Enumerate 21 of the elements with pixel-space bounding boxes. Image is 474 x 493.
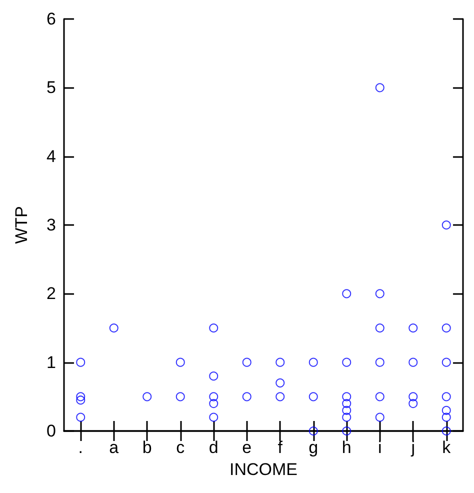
x-tick-label: j	[410, 438, 416, 457]
y-tick-label: 2	[46, 284, 56, 304]
x-tick-label: e	[242, 438, 252, 457]
x-tick-label: f	[278, 438, 283, 457]
x-tick-label: b	[142, 438, 152, 457]
x-tick-label: d	[208, 438, 218, 457]
x-tick-label: .	[78, 438, 83, 457]
x-tick-label: g	[308, 438, 318, 457]
x-tick-label: h	[342, 438, 352, 457]
y-tick-label: 1	[46, 352, 56, 372]
x-tick-label: i	[378, 438, 382, 457]
y-tick-label: 5	[46, 78, 56, 98]
y-tick-label: 6	[46, 10, 56, 28]
x-tick-label: c	[176, 438, 186, 457]
y-tick-label: 0	[46, 422, 56, 440]
x-axis-title: INCOME	[230, 460, 298, 479]
y-axis-title: WTP	[12, 206, 31, 244]
x-tick-label: a	[109, 438, 120, 457]
x-tick-label: k	[442, 438, 452, 457]
y-tick-label: 3	[46, 216, 56, 234]
y-tick-label: 4	[46, 146, 56, 166]
